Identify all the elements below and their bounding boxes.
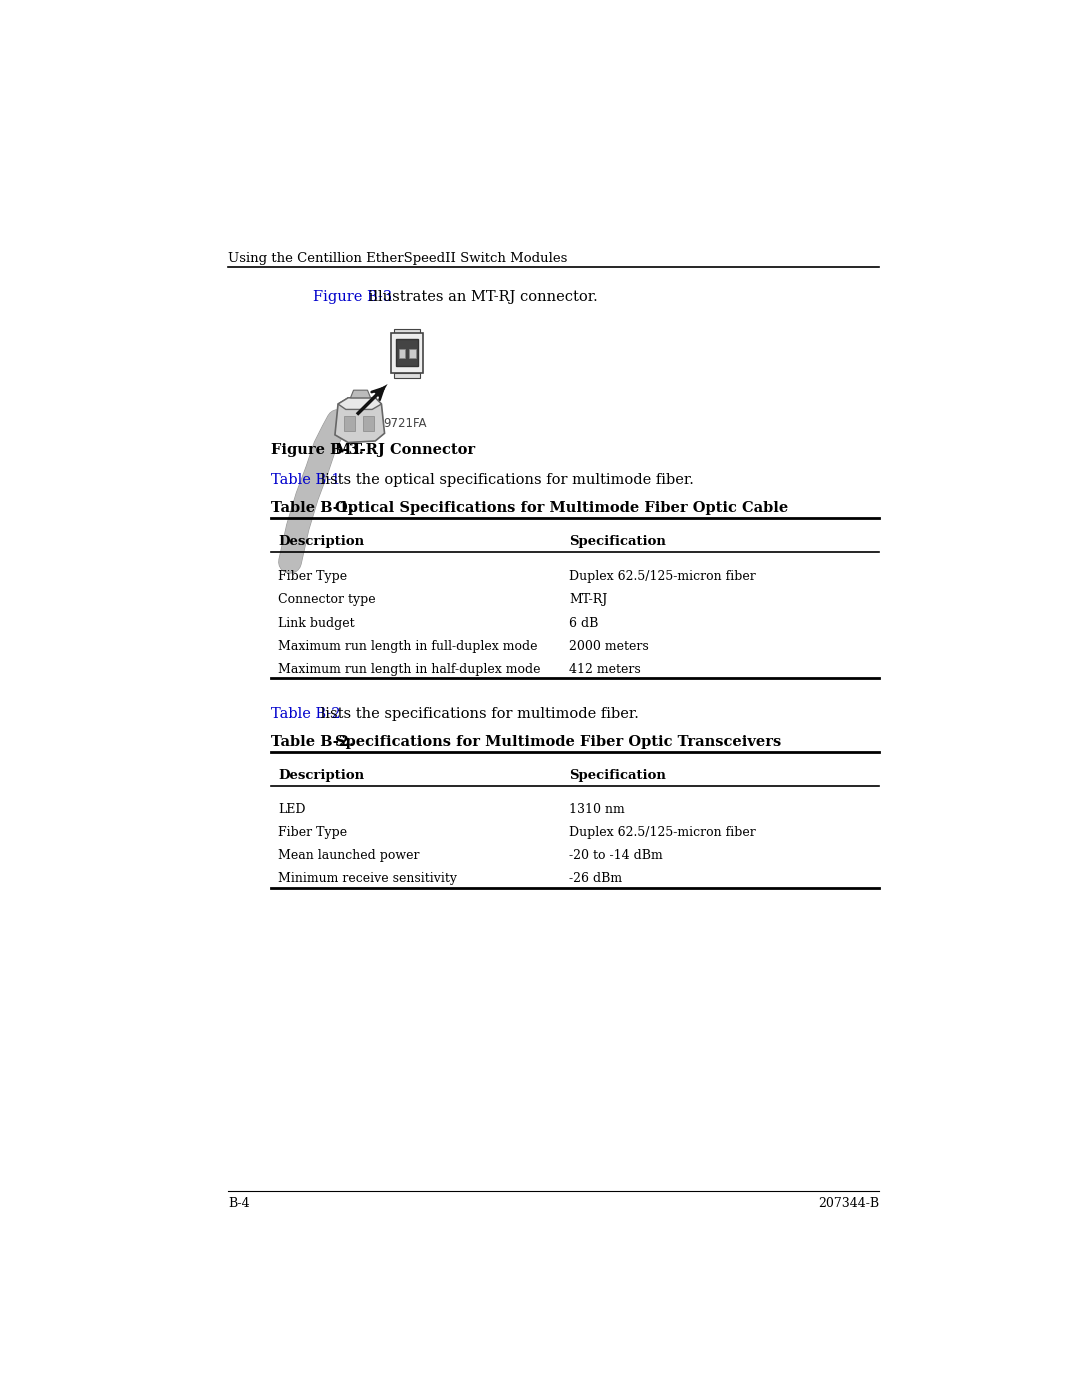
Text: Fiber Type: Fiber Type — [279, 826, 348, 840]
Bar — [399, 349, 405, 358]
Text: Minimum receive sensitivity: Minimum receive sensitivity — [279, 872, 457, 886]
Text: Figure B-3: Figure B-3 — [313, 291, 392, 305]
Text: -26 dBm: -26 dBm — [569, 872, 622, 886]
Text: 6 dB: 6 dB — [569, 616, 598, 630]
Bar — [345, 415, 355, 432]
Bar — [409, 349, 416, 358]
Text: -20 to -14 dBm: -20 to -14 dBm — [569, 849, 663, 862]
Polygon shape — [338, 398, 381, 409]
Text: Table B-2.: Table B-2. — [271, 735, 353, 749]
Text: Duplex 62.5/125-micron fiber: Duplex 62.5/125-micron fiber — [569, 570, 756, 584]
Text: Mean launched power: Mean launched power — [279, 849, 420, 862]
Text: Table B-1.: Table B-1. — [271, 502, 353, 515]
Text: LED: LED — [279, 803, 306, 816]
Text: 207344-B: 207344-B — [818, 1197, 879, 1210]
Text: Table B-1: Table B-1 — [271, 474, 340, 488]
Text: Description: Description — [279, 768, 365, 782]
Text: Fiber Type: Fiber Type — [279, 570, 348, 584]
Text: Specification: Specification — [569, 535, 666, 548]
Text: MT-RJ: MT-RJ — [569, 594, 607, 606]
Text: Using the Centillion EtherSpeedII Switch Modules: Using the Centillion EtherSpeedII Switch… — [228, 253, 567, 265]
Text: Maximum run length in full-duplex mode: Maximum run length in full-duplex mode — [279, 640, 538, 652]
Text: B-4: B-4 — [228, 1197, 249, 1210]
Text: 412 meters: 412 meters — [569, 662, 640, 676]
Text: MT-RJ Connector: MT-RJ Connector — [335, 443, 475, 457]
Text: Specification: Specification — [569, 768, 666, 782]
Text: Link budget: Link budget — [279, 616, 355, 630]
Bar — [394, 328, 420, 334]
Text: Table B-2: Table B-2 — [271, 707, 340, 721]
Text: Maximum run length in half-duplex mode: Maximum run length in half-duplex mode — [279, 662, 541, 676]
Text: Connector type: Connector type — [279, 594, 376, 606]
Text: 1310 nm: 1310 nm — [569, 803, 624, 816]
Text: Optical Specifications for Multimode Fiber Optic Cable: Optical Specifications for Multimode Fib… — [335, 502, 788, 515]
Text: 9721FA: 9721FA — [383, 418, 427, 430]
Bar — [394, 373, 420, 377]
Text: illustrates an MT-RJ connector.: illustrates an MT-RJ connector. — [364, 291, 597, 305]
Polygon shape — [350, 390, 370, 398]
Text: Description: Description — [279, 535, 365, 548]
Text: Specifications for Multimode Fiber Optic Transceivers: Specifications for Multimode Fiber Optic… — [335, 735, 781, 749]
Bar — [396, 339, 418, 366]
Text: Figure B-3.: Figure B-3. — [271, 443, 363, 457]
Bar — [391, 334, 423, 373]
Polygon shape — [374, 384, 388, 398]
Text: 2000 meters: 2000 meters — [569, 640, 649, 652]
Text: lists the optical specifications for multimode fiber.: lists the optical specifications for mul… — [316, 474, 693, 488]
Bar — [363, 415, 374, 432]
Text: lists the specifications for multimode fiber.: lists the specifications for multimode f… — [316, 707, 639, 721]
Text: Duplex 62.5/125-micron fiber: Duplex 62.5/125-micron fiber — [569, 826, 756, 840]
Polygon shape — [335, 398, 384, 443]
